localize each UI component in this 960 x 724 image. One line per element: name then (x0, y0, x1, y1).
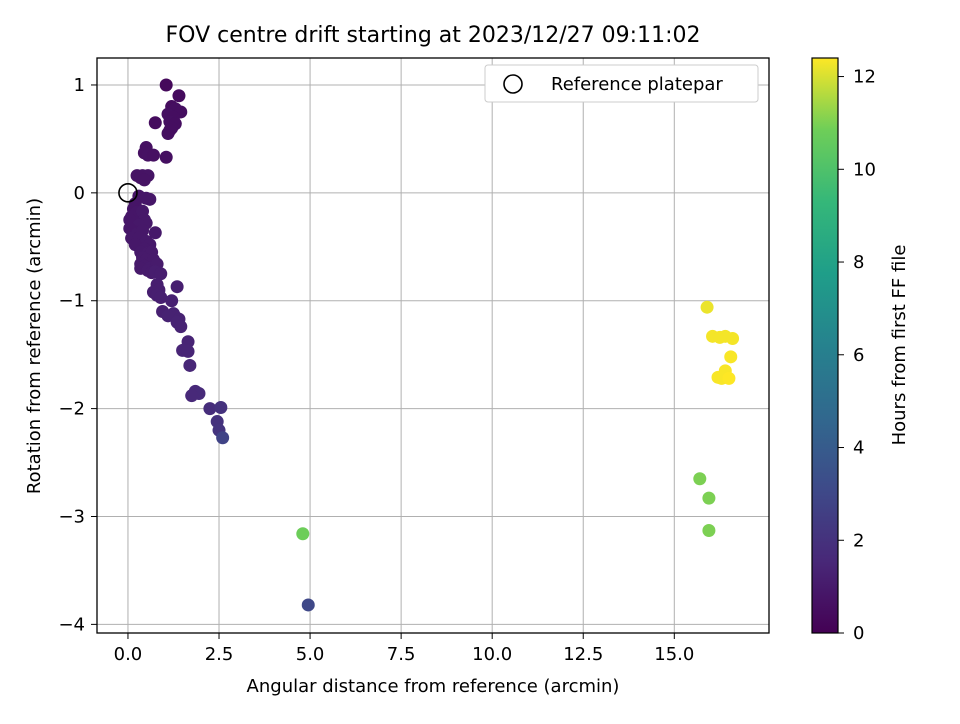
colorbar: 0 2 4 6 8 10 12 Hours from first FF file (811, 57, 910, 644)
data-point (183, 358, 197, 372)
data-point (159, 150, 173, 164)
data-point (181, 344, 195, 358)
grid-lines (97, 58, 769, 633)
data-points (123, 78, 740, 612)
data-point (154, 267, 168, 281)
data-point (296, 527, 310, 541)
x-axis-ticks: 0.0 2.5 5.0 7.5 10.0 12.5 15.0 (114, 633, 694, 665)
data-point (722, 371, 736, 385)
y-tick-label: −4 (58, 614, 85, 635)
y-tick-label: −2 (58, 399, 85, 420)
chart-title: FOV centre drift starting at 2023/12/27 … (166, 23, 701, 48)
legend: Reference platepar (484, 64, 759, 103)
x-axis-label: Angular distance from reference (arcmin) (247, 676, 620, 697)
colorbar-tick-label: 4 (853, 438, 864, 459)
data-point (702, 524, 716, 538)
x-tick-label: 5.0 (296, 644, 325, 665)
data-point (724, 350, 738, 364)
data-point (185, 389, 199, 403)
x-tick-label: 2.5 (205, 644, 234, 665)
y-tick-label: 0 (74, 183, 85, 204)
x-tick-label: 12.5 (563, 644, 603, 665)
reference-platepar-marker (118, 183, 138, 203)
colorbar-tick-label: 12 (853, 67, 876, 88)
colorbar-ticks: 0 2 4 6 8 10 12 (838, 67, 876, 644)
y-axis-ticks: 1 0 −1 −2 −3 −4 (58, 75, 97, 635)
data-point (216, 431, 230, 445)
y-axis-label: Rotation from reference (arcmin) (24, 198, 45, 494)
data-point (726, 331, 740, 345)
data-point (203, 402, 217, 416)
colorbar-tick-label: 0 (853, 623, 864, 644)
colorbar-tick-label: 8 (853, 252, 864, 273)
plot-frame (96, 57, 770, 634)
x-tick-label: 15.0 (654, 644, 694, 665)
y-tick-label: −3 (58, 506, 85, 527)
data-point (148, 116, 162, 130)
data-point (214, 401, 228, 415)
data-point (170, 280, 184, 294)
data-point (143, 192, 157, 206)
data-point (172, 89, 186, 103)
colorbar-tick-label: 2 (853, 530, 864, 551)
x-tick-label: 7.5 (387, 644, 416, 665)
x-tick-label: 0.0 (114, 644, 143, 665)
colorbar-label: Hours from first FF file (889, 245, 910, 446)
data-point (154, 290, 168, 304)
colorbar-tick-label: 10 (853, 159, 876, 180)
data-point (146, 148, 160, 162)
legend-marker-icon (503, 74, 523, 94)
colorbar-tick-label: 6 (853, 345, 864, 366)
data-point (159, 78, 173, 92)
y-tick-label: −1 (58, 291, 85, 312)
legend-box (484, 64, 759, 103)
data-point (174, 320, 188, 334)
colorbar-gradient (811, 57, 839, 634)
legend-entry-label: Reference platepar (551, 74, 723, 95)
y-tick-label: 1 (74, 75, 85, 96)
data-point (301, 598, 315, 612)
data-point (137, 173, 151, 187)
data-point (163, 123, 177, 137)
data-point (165, 294, 179, 308)
data-point (148, 226, 162, 240)
data-point (700, 300, 714, 314)
data-point (693, 472, 707, 486)
data-point (702, 491, 716, 505)
x-tick-label: 10.0 (472, 644, 512, 665)
